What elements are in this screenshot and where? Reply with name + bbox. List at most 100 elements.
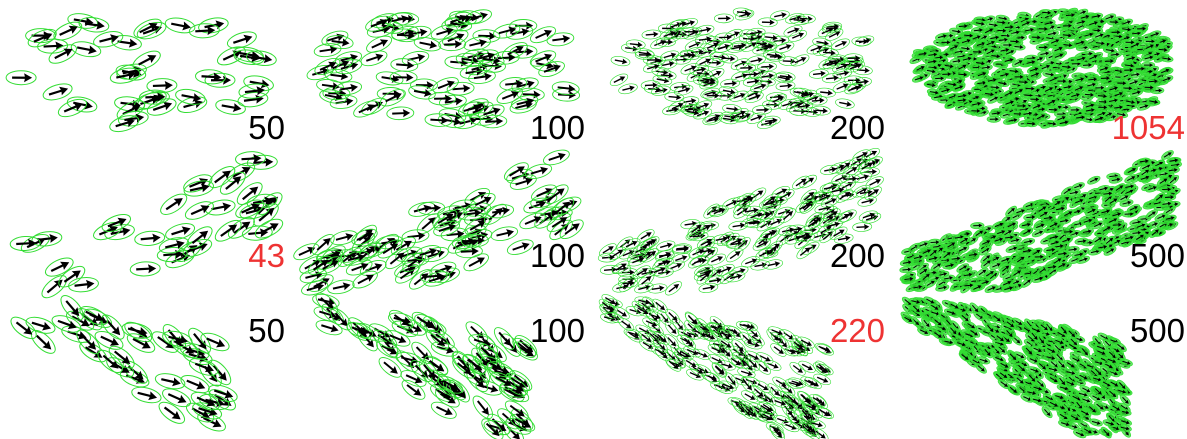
agent-heading-arrowhead xyxy=(1104,66,1109,71)
agent-glyph xyxy=(471,49,499,65)
agent-heading-arrowhead xyxy=(780,37,787,44)
agent-glyph xyxy=(1123,54,1138,63)
agent-glyph xyxy=(523,197,551,214)
agent-heading-arrowhead xyxy=(85,279,95,289)
agent-glyph xyxy=(770,10,790,21)
agent-heading-shaft xyxy=(1040,52,1048,56)
agent-heading-arrowhead xyxy=(1004,72,1009,77)
agent-glyph xyxy=(1141,54,1156,62)
agent-heading-arrowhead xyxy=(1118,92,1124,96)
agent-heading-arrowhead xyxy=(1068,43,1073,48)
agent-heading-shaft xyxy=(1025,29,1032,32)
agent-heading-arrowhead xyxy=(933,59,937,64)
agent-ellipse xyxy=(720,111,740,122)
agent-heading-shaft xyxy=(326,35,341,42)
agent-heading-arrowhead xyxy=(1004,37,1008,42)
agent-glyph xyxy=(529,50,557,67)
agent-heading-arrowhead xyxy=(1131,56,1136,61)
agent-heading-shaft xyxy=(474,198,488,207)
agent-heading-arrowhead xyxy=(988,28,994,33)
agent-heading-arrowhead xyxy=(121,227,131,236)
agent-heading-shaft xyxy=(941,89,949,93)
agent-glyph xyxy=(1084,81,1099,89)
agent-ellipse xyxy=(394,261,421,278)
agent-glyph xyxy=(947,43,961,53)
agent-ellipse xyxy=(101,213,131,233)
agent-heading-shaft xyxy=(381,76,396,81)
agent-ellipse xyxy=(702,90,723,101)
agent-glyph xyxy=(1147,30,1162,39)
agent-heading-shaft xyxy=(722,89,733,93)
agent-ellipse xyxy=(352,270,378,289)
agent-heading-shaft xyxy=(622,87,632,91)
agent-heading-shaft xyxy=(692,235,703,238)
agent-heading-arrowhead xyxy=(1152,68,1157,72)
agent-heading-arrowhead xyxy=(1142,26,1147,31)
agent-glyph xyxy=(832,61,852,73)
agent-glyph xyxy=(413,37,442,52)
agent-glyph xyxy=(237,91,269,108)
agent-heading-shaft xyxy=(395,242,409,251)
agent-ellipse xyxy=(837,190,858,201)
agent-glyph xyxy=(1044,30,1059,38)
agent-heading-shaft xyxy=(183,102,199,109)
agent-glyph xyxy=(783,25,803,37)
agent-ellipse xyxy=(455,10,484,24)
agent-glyph xyxy=(491,51,520,65)
agent-glyph xyxy=(997,46,1012,55)
agent-ellipse xyxy=(832,81,852,93)
agent-heading-shaft xyxy=(818,207,829,211)
agent-heading-shaft xyxy=(952,60,960,63)
agent-heading-arrowhead xyxy=(856,63,863,69)
agent-glyph xyxy=(1132,65,1147,73)
agent-glyph xyxy=(1074,54,1088,63)
agent-heading-arrowhead xyxy=(475,67,484,76)
agent-glyph xyxy=(1114,110,1129,119)
agent-glyph xyxy=(1159,75,1174,84)
agent-heading-shaft xyxy=(471,65,485,71)
agent-heading-shaft xyxy=(865,216,876,221)
agent-heading-arrowhead xyxy=(477,220,486,228)
agent-ellipse xyxy=(797,89,817,101)
agent-ellipse xyxy=(783,25,803,37)
agent-ellipse xyxy=(184,201,214,220)
agent-heading-arrowhead xyxy=(484,72,492,81)
agent-heading-shaft xyxy=(407,258,420,268)
agent-glyph xyxy=(48,44,78,64)
agent-heading-arrowhead xyxy=(131,104,141,113)
agent-ellipse xyxy=(380,89,406,107)
agent-glyph xyxy=(742,76,763,87)
agent-heading-arrowhead xyxy=(1052,31,1057,36)
agent-glyph xyxy=(479,114,508,129)
agent-heading-arrowhead xyxy=(1057,105,1062,110)
agent-heading-arrowhead xyxy=(341,60,350,68)
agent-heading-arrowhead xyxy=(365,232,374,240)
agent-glyph xyxy=(529,26,557,44)
agent-ellipse xyxy=(454,244,483,259)
agent-heading-shaft xyxy=(1149,100,1157,103)
agent-heading-arrowhead xyxy=(714,92,720,99)
agent-glyph xyxy=(1005,116,1020,125)
agent-heading-shaft xyxy=(794,58,804,64)
agent-heading-shaft xyxy=(1121,108,1129,111)
agent-ellipse xyxy=(472,29,501,43)
agent-glyph xyxy=(375,71,404,86)
agent-glyph xyxy=(454,244,483,259)
agent-heading-arrowhead xyxy=(847,212,854,218)
agent-glyph xyxy=(599,264,620,275)
agent-glyph xyxy=(656,70,677,81)
agent-glyph xyxy=(158,237,190,254)
agent-heading-arrowhead xyxy=(1035,72,1040,77)
agent-heading-arrowhead xyxy=(1103,94,1107,99)
agent-heading-arrowhead xyxy=(1149,63,1154,68)
agent-glyph xyxy=(1051,51,1066,61)
agent-ellipse xyxy=(618,83,638,95)
agent-heading-arrowhead xyxy=(744,9,750,16)
agent-heading-arrowhead xyxy=(993,23,998,28)
agent-ellipse xyxy=(718,114,739,125)
agent-ellipse xyxy=(503,162,529,181)
agent-heading-arrowhead xyxy=(739,92,746,99)
agent-ellipse xyxy=(704,111,724,124)
agent-heading-shaft xyxy=(189,186,205,192)
